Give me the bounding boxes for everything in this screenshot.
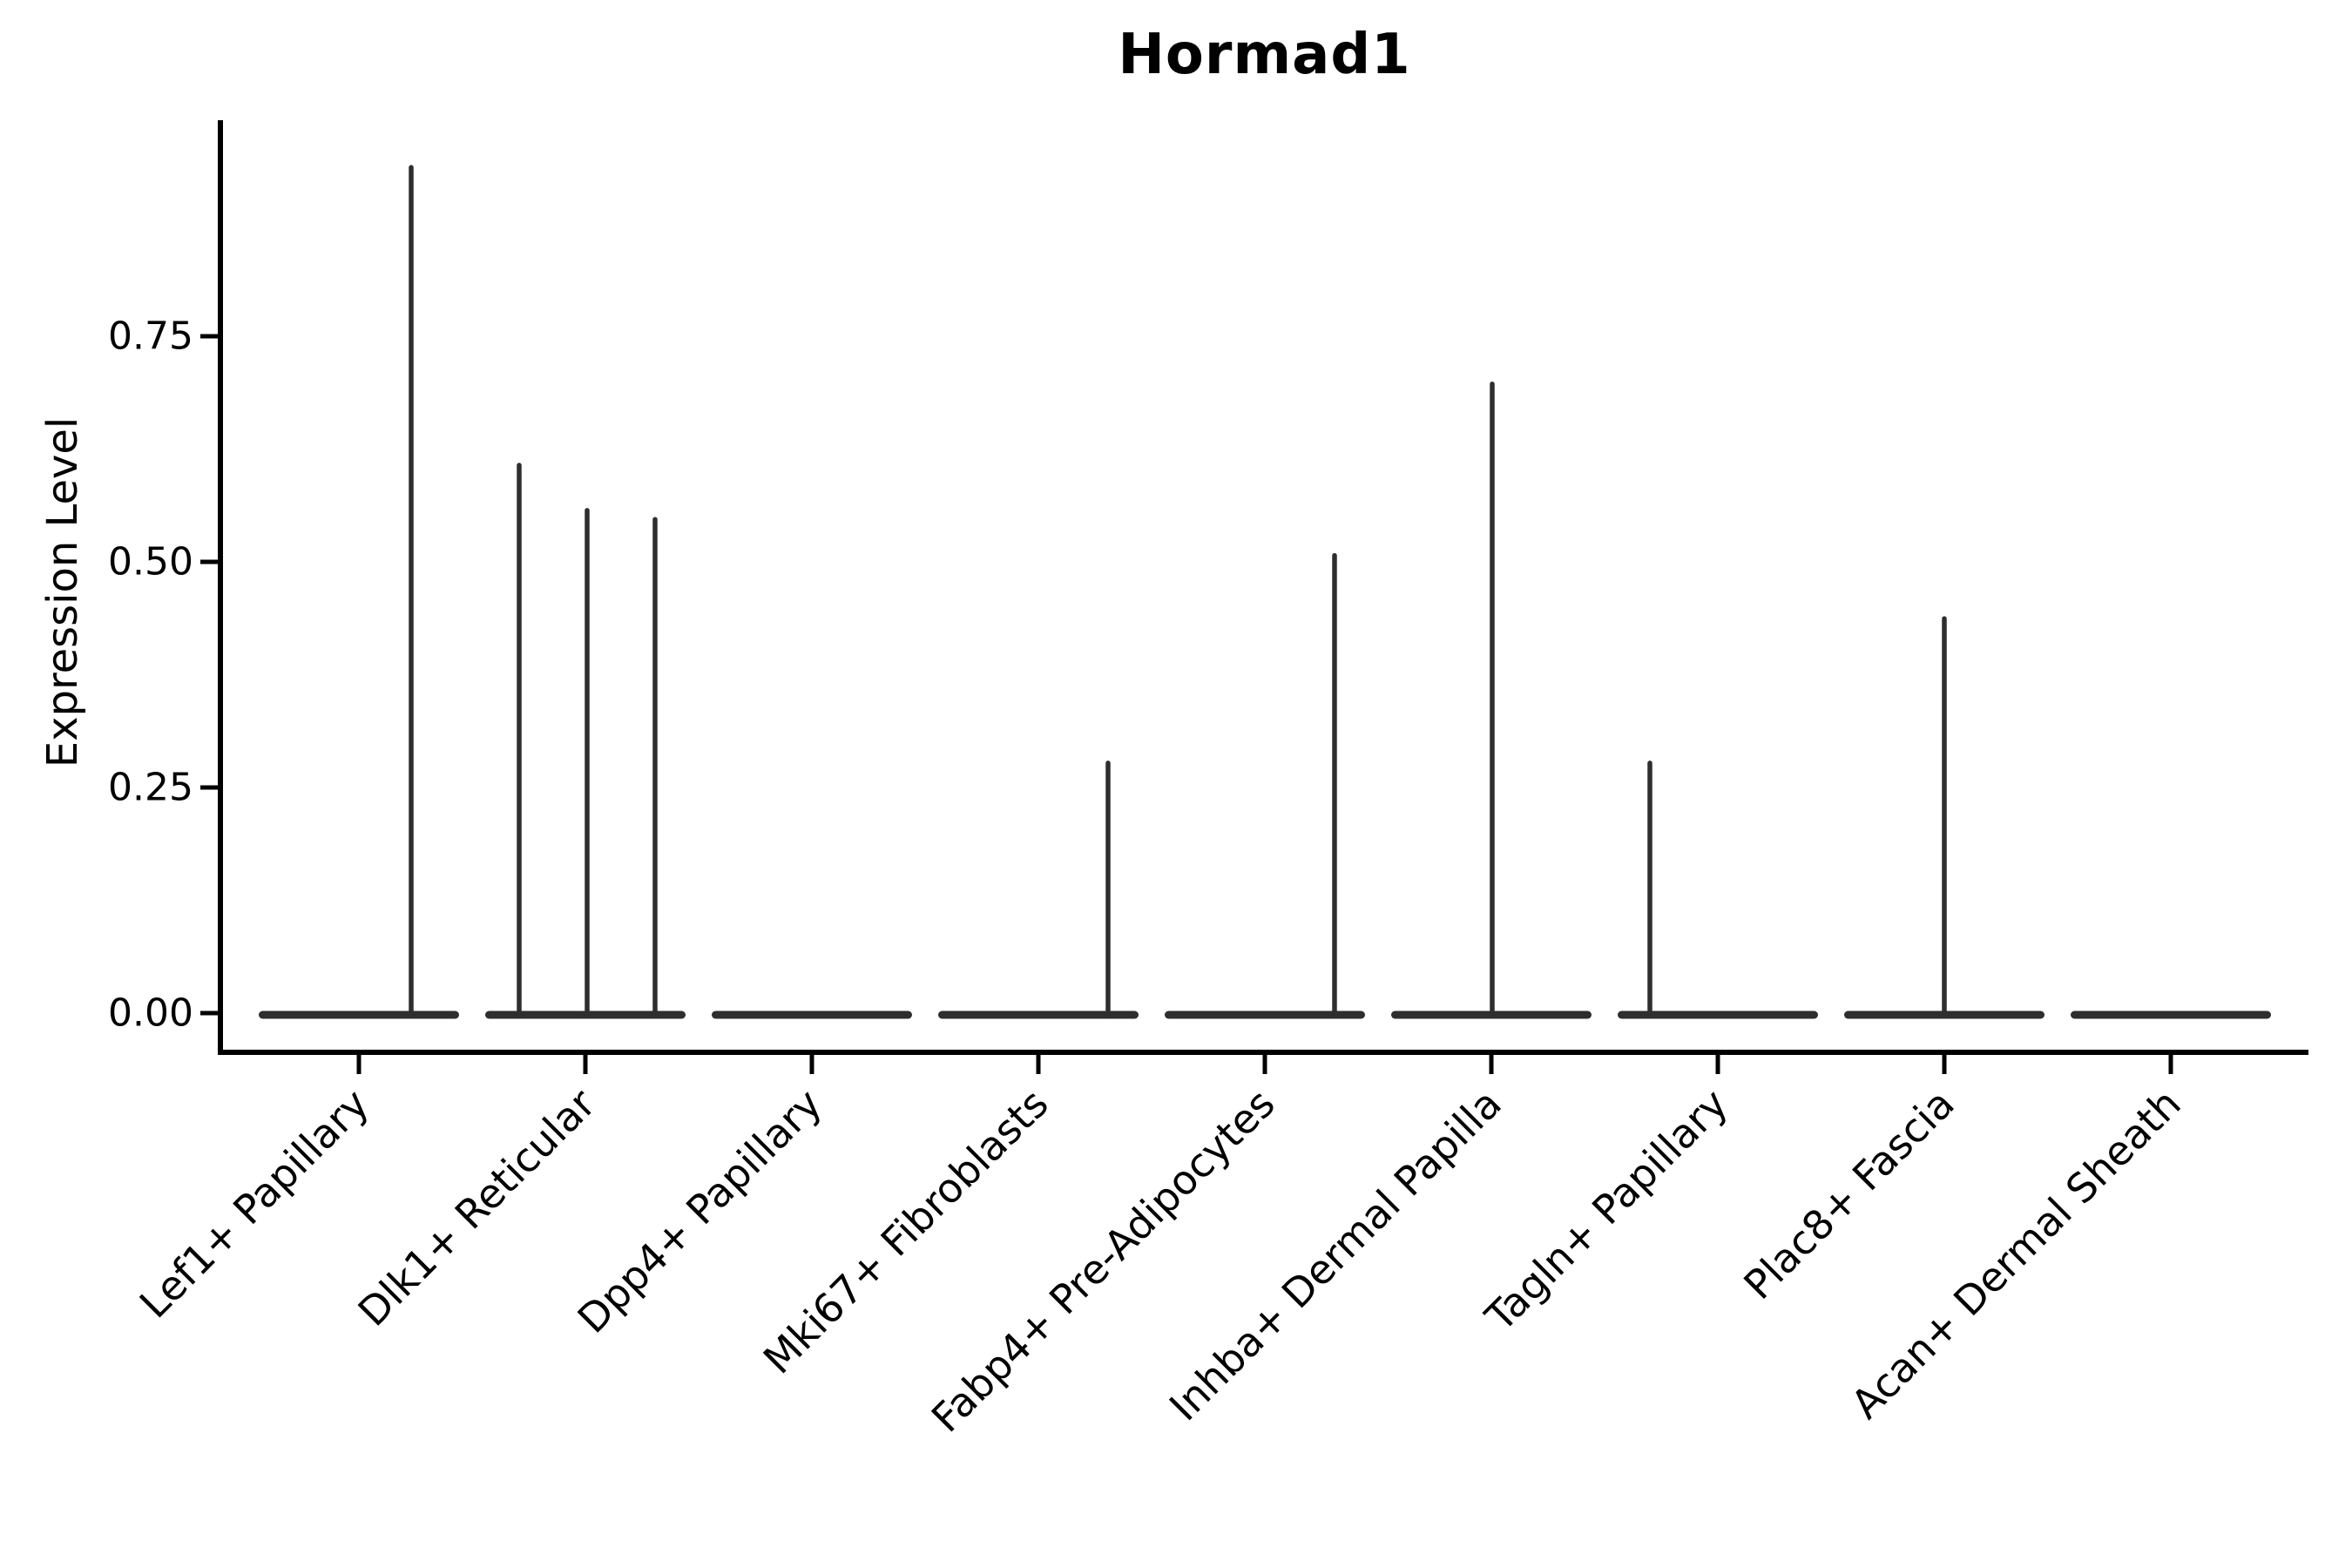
plot-title: Hormad1: [1118, 23, 1411, 87]
x-category-label: Tagln+ Papillary: [1476, 1080, 1737, 1342]
violin: [2071, 1010, 2271, 1019]
axis-titles-group: Expression Level: [38, 417, 87, 768]
violin: [712, 1010, 912, 1019]
violin: [1165, 552, 1365, 1019]
y-tick-label: 0.25: [108, 766, 193, 810]
y-tick-label: 0.50: [108, 540, 193, 585]
y-axis-title: Expression Level: [38, 417, 87, 768]
violin-baseline-bar: [259, 1010, 459, 1019]
violin: [938, 760, 1139, 1019]
y-tick-label: 0.00: [108, 991, 193, 1036]
violin: [259, 165, 459, 1019]
y-tick-label: 0.75: [108, 314, 193, 359]
violin-baseline-bar: [938, 1010, 1139, 1019]
violin: [1844, 616, 2044, 1019]
violin-baseline-bar: [1165, 1010, 1365, 1019]
x-category-label: Dpp4+ Papillary: [569, 1080, 831, 1342]
violin-baseline-bar: [712, 1010, 912, 1019]
x-category-label: Plac8+ Fascia: [1734, 1080, 1963, 1308]
axes-group: [218, 120, 2308, 1055]
violin-baseline-bar: [1618, 1010, 1818, 1019]
violin: [485, 463, 686, 1019]
violin: [1618, 760, 1818, 1019]
violin: [1391, 382, 1592, 1019]
violin-baseline-bar: [2071, 1010, 2271, 1019]
violins-group: [259, 165, 2271, 1019]
x-category-label: Lef1+ Papillary: [131, 1080, 378, 1328]
y-axis-ticks-group: 0.00 0.25 0.50 0.75: [108, 314, 220, 1036]
x-category-label: Dlk1+ Reticular: [349, 1080, 605, 1335]
